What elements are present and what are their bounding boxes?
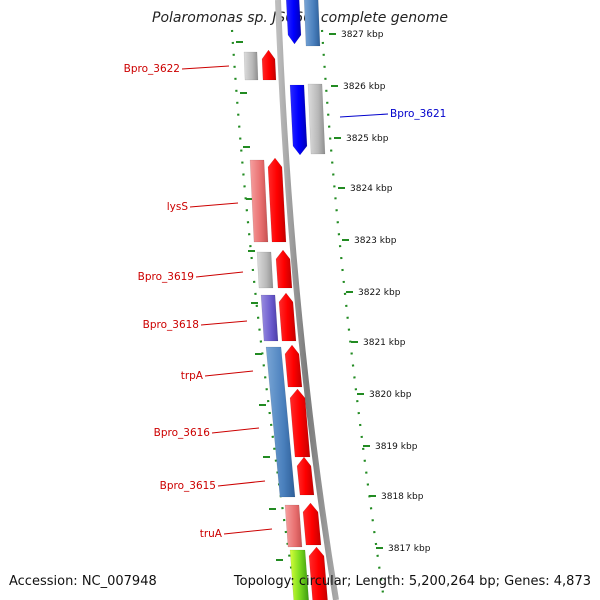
gene-truA-pink[interactable] (284, 504, 303, 548)
gene-label[interactable]: trpA (181, 370, 204, 382)
scale-label: 3827 kbp (341, 30, 384, 40)
scale-label: 3824 kbp (350, 184, 393, 194)
gene-label[interactable]: Bpro_3621 (390, 108, 446, 120)
outer-scale-line (320, 29, 386, 600)
scale-label: 3825 kbp (346, 134, 389, 144)
scale-label: 3823 kbp (354, 236, 397, 246)
gene-lime-bottom[interactable] (289, 549, 309, 600)
gene-bpro-3616[interactable] (289, 388, 311, 458)
gene-truA[interactable] (302, 502, 322, 546)
gene-bpro-3619[interactable] (275, 249, 293, 289)
scale-label: 3821 kbp (363, 338, 406, 348)
gene-label-leader (200, 320, 248, 326)
gene-label-leader (223, 528, 273, 535)
scale-label: 3817 kbp (388, 544, 431, 554)
topology-text: Topology: circular; Length: 5,200,264 bp… (233, 574, 591, 589)
gene-label[interactable]: Bpro_3615 (160, 480, 216, 492)
gene-bpro-3618-purple[interactable] (260, 294, 279, 342)
gene-label-leader (181, 65, 230, 70)
gene-lysS-pink[interactable] (249, 159, 269, 243)
gene-label[interactable]: truA (200, 528, 223, 540)
gene-bpro-3615[interactable] (296, 456, 315, 496)
gene-steel-top[interactable] (303, 0, 321, 47)
gene-label[interactable]: lysS (167, 201, 189, 213)
gene-label-leader (195, 271, 244, 278)
gene-label[interactable]: Bpro_3622 (124, 63, 180, 75)
gene-trpA-steel[interactable] (265, 346, 296, 498)
gene-label-leader (211, 427, 260, 434)
scale-axis: 3827 kbp 3826 kbp 3825 kbp 3824 kbp 3823 kbp… (236, 30, 431, 561)
scale-label: 3822 kbp (358, 288, 401, 298)
gene-bpro-3621[interactable] (289, 84, 308, 156)
gene-bpro-3618[interactable] (278, 292, 297, 342)
gene-bpro-3622-grey[interactable] (243, 51, 259, 81)
gene-label-leader (339, 113, 389, 118)
gene-red-bottom[interactable] (308, 546, 328, 600)
gene-label[interactable]: Bpro_3618 (143, 319, 199, 331)
genome-backbone (275, 0, 339, 600)
gene-label[interactable]: Bpro_3616 (154, 427, 211, 439)
gene-label-leader (204, 370, 254, 377)
gene-lysS[interactable] (267, 157, 287, 243)
gene-features[interactable] (243, 0, 328, 600)
gene-label-leader (189, 202, 239, 208)
accession-text: Accession: NC_007948 (9, 574, 157, 589)
scale-label: 3819 kbp (375, 442, 418, 452)
scale-label: 3818 kbp (381, 492, 424, 502)
scale-label: 3826 kbp (343, 82, 386, 92)
gene-bpro-3622[interactable] (261, 49, 277, 81)
gene-bpro-3619-grey[interactable] (256, 251, 274, 289)
gene-trpA[interactable] (284, 344, 303, 388)
gene-bpro-3621-grey[interactable] (307, 83, 326, 155)
scale-label: 3820 kbp (369, 390, 412, 400)
gene-label-leader (217, 480, 266, 487)
gene-label[interactable]: Bpro_3619 (138, 271, 194, 283)
gene-labels[interactable]: Bpro_3622 Bpro_3621 lysS Bpro_3619 Bpro_3618… (124, 63, 447, 540)
gene-blue-top[interactable] (285, 0, 302, 45)
